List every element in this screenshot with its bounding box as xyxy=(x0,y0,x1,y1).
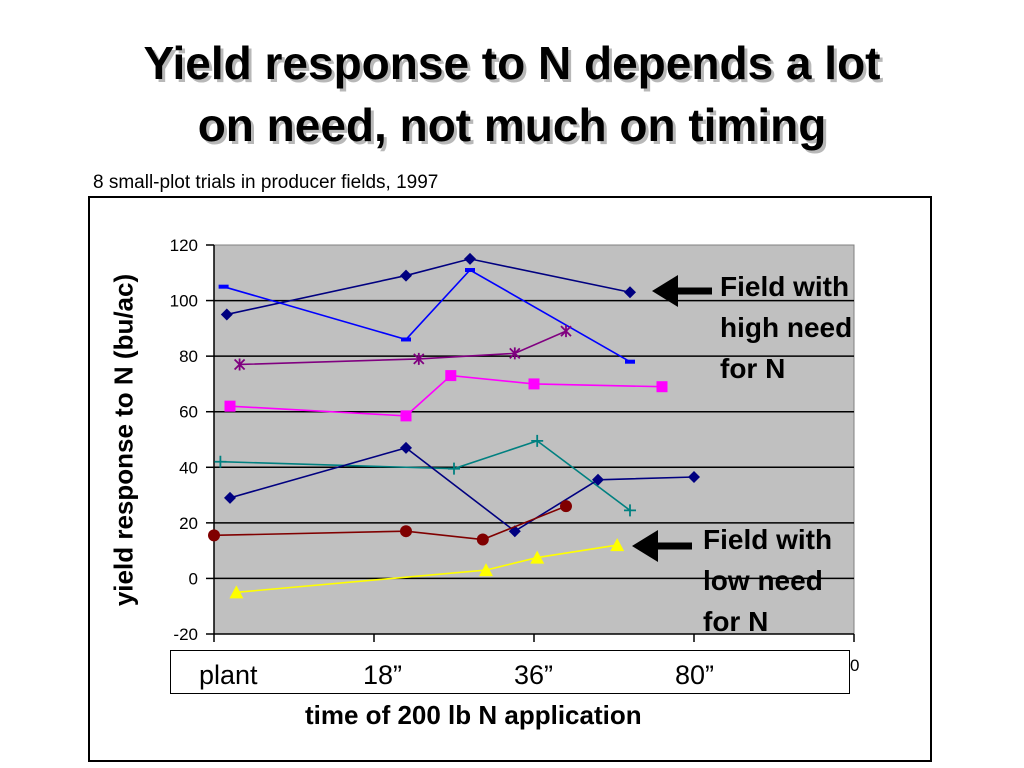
series-marker xyxy=(688,471,700,484)
series-marker xyxy=(229,585,244,599)
series-marker xyxy=(530,550,545,564)
series-marker xyxy=(479,563,493,577)
series-line xyxy=(226,258,631,316)
plot-area xyxy=(213,244,855,635)
series-marker xyxy=(214,455,227,468)
series-marker xyxy=(531,434,544,447)
arrow-head xyxy=(632,530,658,562)
series-marker xyxy=(509,347,521,360)
series-line xyxy=(213,505,567,541)
series-marker xyxy=(413,352,425,365)
annotation-high-need-line-1: Field with xyxy=(720,271,850,302)
series-marker xyxy=(220,308,233,321)
y-tick-label: 40 xyxy=(179,458,198,477)
series-marker xyxy=(464,252,476,265)
arrow-shaft xyxy=(676,287,712,295)
timing-label-plant: plant xyxy=(199,660,258,690)
series-2 xyxy=(218,268,635,364)
timing-label-80: 80” xyxy=(675,660,715,690)
series-marker xyxy=(233,358,246,371)
timing-label-18: 18” xyxy=(363,660,403,690)
y-tick-label: -20 xyxy=(173,625,198,644)
arrow-shaft xyxy=(656,542,692,550)
series-marker xyxy=(224,400,236,412)
title-line-1: Yield response to N depends a lot xyxy=(143,37,881,89)
y-tick-label: 80 xyxy=(179,347,198,366)
annotation-low-need-line-1: Field with xyxy=(703,524,833,555)
series-marker xyxy=(560,500,572,513)
x-tick-label-partial: 0 xyxy=(850,656,860,675)
timing-label-36: 36” xyxy=(514,660,554,690)
series-marker xyxy=(401,337,411,342)
series-marker xyxy=(624,504,636,517)
x-axis-label: time of 200 lb N application xyxy=(305,700,642,730)
arrow-head xyxy=(652,275,678,307)
series-marker xyxy=(400,441,412,454)
y-tick-label: 120 xyxy=(170,236,198,255)
chart-subtitle: 8 small-plot trials in producer fields, … xyxy=(93,172,439,193)
series-marker xyxy=(624,286,636,299)
series-marker xyxy=(224,491,236,504)
y-tick-label: 60 xyxy=(179,403,198,422)
series-marker xyxy=(610,538,625,552)
series-marker xyxy=(560,325,572,338)
series-4 xyxy=(224,370,668,422)
annotation-high-need-line-2: high need xyxy=(720,312,853,343)
series-marker xyxy=(400,269,412,282)
series-marker xyxy=(656,381,668,393)
annotation-low-need: Field with low need for N xyxy=(703,519,832,642)
series-line xyxy=(220,439,631,511)
series-marker xyxy=(592,473,604,486)
series-marker xyxy=(400,525,412,538)
y-axis-label: yield response to N (bu/ac) xyxy=(108,273,139,607)
series-marker xyxy=(528,378,540,390)
series-marker xyxy=(400,410,412,422)
arrow-high-need xyxy=(652,275,712,307)
series-1 xyxy=(220,252,636,321)
annotation-high-need: Field with high need for N xyxy=(720,266,852,389)
title-line-2: on need, not much on timing xyxy=(197,99,827,151)
annotation-low-need-line-2: low need xyxy=(703,565,823,596)
y-tick-label: 20 xyxy=(179,514,198,533)
y-tick-label: 0 xyxy=(189,569,198,588)
series-marker xyxy=(208,529,220,542)
series-line xyxy=(236,544,618,594)
series-7 xyxy=(208,500,572,546)
annotation-low-need-line-3: for N xyxy=(703,606,769,637)
series-3 xyxy=(233,325,572,371)
y-tick-label: 100 xyxy=(170,292,198,311)
annotation-high-need-line-3: for N xyxy=(720,353,786,384)
series-marker xyxy=(476,533,489,546)
series-marker xyxy=(465,268,475,273)
slide-title: Yield response to N depends a lot on nee… xyxy=(0,32,1024,156)
series-marker xyxy=(445,370,457,382)
series-marker xyxy=(625,359,635,364)
series-5 xyxy=(214,434,636,517)
series-marker xyxy=(448,462,460,475)
series-line xyxy=(239,330,567,366)
timing-label-box: plant 18” 36” 80” xyxy=(170,650,850,694)
arrow-low-need xyxy=(632,530,692,562)
series-line xyxy=(223,268,631,363)
series-marker xyxy=(218,284,229,289)
series-8 xyxy=(229,538,625,599)
